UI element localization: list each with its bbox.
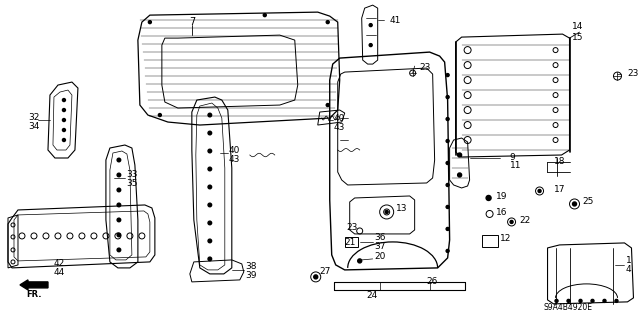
Text: 9: 9 — [509, 152, 515, 161]
Circle shape — [63, 119, 65, 122]
Text: 34: 34 — [28, 122, 39, 130]
Circle shape — [458, 153, 461, 157]
Text: 36: 36 — [374, 234, 386, 242]
Circle shape — [208, 203, 212, 207]
Text: 4: 4 — [625, 265, 631, 274]
Circle shape — [573, 202, 577, 206]
Circle shape — [117, 248, 121, 252]
Text: 18: 18 — [554, 158, 565, 167]
Circle shape — [615, 300, 618, 302]
Text: 38: 38 — [244, 263, 256, 271]
Circle shape — [446, 74, 449, 77]
Circle shape — [603, 300, 606, 302]
Text: 13: 13 — [396, 204, 407, 213]
Text: 7: 7 — [189, 17, 195, 27]
Text: 15: 15 — [572, 33, 583, 41]
Circle shape — [567, 300, 570, 302]
Text: 24: 24 — [367, 291, 378, 300]
Text: 43: 43 — [333, 122, 345, 131]
Circle shape — [208, 221, 212, 225]
Circle shape — [446, 117, 449, 121]
Text: 17: 17 — [554, 185, 565, 195]
Circle shape — [117, 188, 121, 192]
Circle shape — [263, 14, 266, 17]
Circle shape — [446, 139, 449, 143]
Circle shape — [538, 189, 541, 192]
Circle shape — [208, 185, 212, 189]
Circle shape — [446, 96, 449, 99]
Circle shape — [117, 203, 121, 207]
Text: 33: 33 — [126, 170, 138, 180]
Text: 32: 32 — [28, 113, 39, 122]
Text: 22: 22 — [520, 217, 531, 226]
Text: 40: 40 — [229, 145, 240, 154]
Text: S9A4B4920E: S9A4B4920E — [543, 303, 593, 312]
Circle shape — [369, 44, 372, 47]
Circle shape — [486, 196, 491, 200]
Circle shape — [555, 300, 558, 302]
Circle shape — [326, 21, 329, 24]
Text: 26: 26 — [427, 278, 438, 286]
Text: 19: 19 — [495, 192, 507, 202]
Text: 37: 37 — [374, 242, 386, 251]
Circle shape — [446, 227, 449, 230]
Circle shape — [208, 257, 212, 261]
Circle shape — [208, 113, 212, 117]
Text: 35: 35 — [126, 180, 138, 189]
Circle shape — [208, 149, 212, 153]
Text: 25: 25 — [582, 197, 594, 206]
Circle shape — [117, 158, 121, 162]
Circle shape — [208, 131, 212, 135]
FancyArrow shape — [20, 280, 48, 290]
Text: 23: 23 — [420, 63, 431, 71]
Circle shape — [63, 99, 65, 101]
Text: 40: 40 — [333, 114, 345, 122]
Text: 44: 44 — [53, 268, 65, 278]
Circle shape — [117, 173, 121, 177]
Text: 11: 11 — [509, 161, 521, 170]
Circle shape — [63, 138, 65, 142]
Circle shape — [208, 167, 212, 171]
Text: 41: 41 — [390, 16, 401, 25]
Circle shape — [446, 205, 449, 208]
Circle shape — [314, 275, 317, 279]
Text: 39: 39 — [244, 271, 256, 280]
Circle shape — [369, 24, 372, 26]
Text: 20: 20 — [374, 252, 386, 261]
Circle shape — [208, 239, 212, 243]
Text: 43: 43 — [229, 154, 240, 164]
Text: FR.: FR. — [26, 290, 42, 300]
Circle shape — [446, 183, 449, 187]
Circle shape — [446, 161, 449, 165]
Circle shape — [591, 300, 594, 302]
Circle shape — [579, 300, 582, 302]
Circle shape — [446, 249, 449, 252]
Circle shape — [385, 211, 388, 213]
Circle shape — [510, 220, 513, 223]
Circle shape — [117, 233, 121, 237]
Text: 42: 42 — [53, 259, 65, 268]
Circle shape — [63, 108, 65, 112]
Text: 12: 12 — [500, 234, 511, 243]
Text: 27: 27 — [320, 267, 331, 276]
Text: 1: 1 — [625, 256, 631, 265]
Text: 21: 21 — [344, 238, 356, 248]
Circle shape — [148, 21, 152, 24]
Circle shape — [458, 173, 461, 177]
Circle shape — [158, 114, 161, 116]
Circle shape — [63, 129, 65, 131]
Text: 23: 23 — [627, 69, 639, 78]
Text: 14: 14 — [572, 22, 583, 31]
Circle shape — [117, 218, 121, 222]
Text: 23: 23 — [346, 223, 358, 233]
Circle shape — [326, 104, 329, 107]
Text: 16: 16 — [495, 208, 507, 218]
Circle shape — [358, 259, 362, 263]
